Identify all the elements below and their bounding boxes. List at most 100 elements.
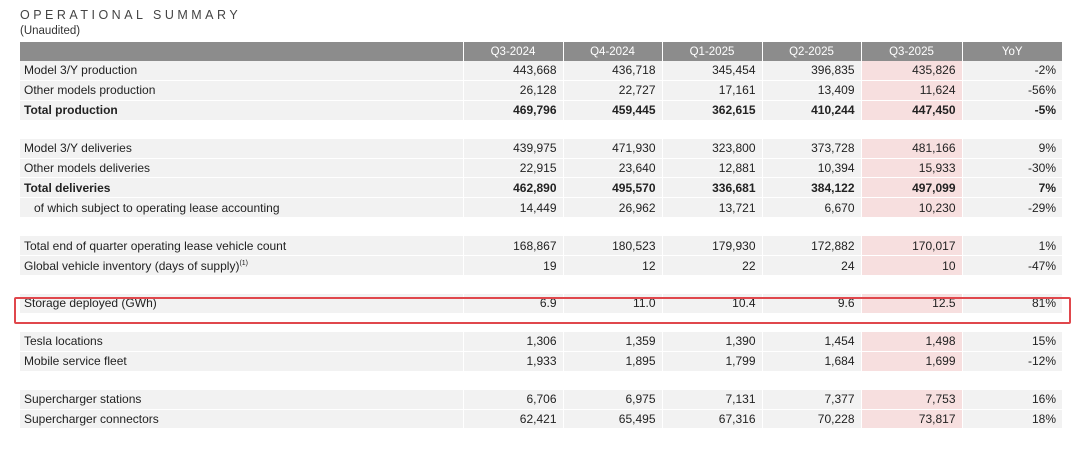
value-cell: 7,377 <box>761 389 861 410</box>
table-body: Model 3/Y production 443,668 436,718 345,45… <box>20 61 1062 430</box>
value-cell: 1,498 <box>860 331 962 352</box>
spacer-row <box>20 275 1062 295</box>
row-label: Supercharger stations <box>20 389 463 410</box>
value-cell: 1,359 <box>562 331 662 352</box>
value-cell: 396,835 <box>761 61 861 81</box>
table-row: Total production 469,796 459,445 362,615 410… <box>20 100 1062 121</box>
value-cell: 447,450 <box>860 100 962 121</box>
value-cell: 6,975 <box>562 389 662 410</box>
row-label: Mobile service fleet <box>20 351 463 372</box>
value-cell: 10 <box>860 255 962 277</box>
value-cell: 23,640 <box>562 158 662 179</box>
value-cell: 1,684 <box>761 351 861 372</box>
value-cell: 12,881 <box>661 158 762 179</box>
header-row: Q3-2024 Q4-2024 Q1-2025 Q2-2025 Q3-2025 … <box>20 42 1062 61</box>
table-row: Other models production 26,128 22,727 17,16… <box>20 80 1062 101</box>
value-cell: 1,390 <box>661 331 762 352</box>
value-cell: 1,895 <box>562 351 662 372</box>
value-cell: 10.4 <box>661 294 762 314</box>
value-cell: 19 <box>462 255 563 277</box>
value-cell: 180,523 <box>562 236 662 257</box>
table-row: Model 3/Y production 443,668 436,718 345,45… <box>20 61 1062 81</box>
row-label: Supercharger connectors <box>20 409 463 430</box>
value-cell: 73,817 <box>860 409 962 430</box>
value-cell: 22,727 <box>562 80 662 101</box>
value-cell: 22 <box>661 255 762 277</box>
value-cell: 24 <box>761 255 861 277</box>
row-label: Global vehicle inventory (days of supply… <box>20 255 463 277</box>
row-label-text: Storage deployed (GWh) <box>24 296 157 311</box>
value-cell: 7,131 <box>661 389 762 410</box>
value-cell: 471,930 <box>562 138 662 159</box>
spacer-row <box>20 120 1062 139</box>
value-cell: 362,615 <box>661 100 762 121</box>
value-cell: 26,962 <box>562 197 662 219</box>
header-q4-2024: Q4-2024 <box>562 42 662 61</box>
value-cell: -56% <box>961 80 1062 101</box>
row-label-text: Model 3/Y deliveries <box>24 141 132 156</box>
row-label-text: Model 3/Y production <box>24 63 138 78</box>
value-cell: -47% <box>961 255 1062 277</box>
table-row: Global vehicle inventory (days of supply… <box>20 255 1062 277</box>
value-cell: 436,718 <box>562 61 662 81</box>
value-cell: 1,799 <box>661 351 762 372</box>
spacer-cell <box>20 371 1062 390</box>
row-label-text: of which subject to operating lease acco… <box>34 200 280 215</box>
value-cell: 16% <box>961 389 1062 410</box>
value-cell: 11,624 <box>860 80 962 101</box>
value-cell: -12% <box>961 351 1062 372</box>
page-title: OPERATIONAL SUMMARY <box>20 8 242 22</box>
value-cell: 13,409 <box>761 80 861 101</box>
row-label-text: Total end of quarter operating lease veh… <box>24 238 287 253</box>
value-cell: -5% <box>961 100 1062 121</box>
value-cell: 373,728 <box>761 138 861 159</box>
value-cell: 70,228 <box>761 409 861 430</box>
operational-summary-table: Q3-2024 Q4-2024 Q1-2025 Q2-2025 Q3-2025 … <box>20 42 1062 430</box>
row-label-text: Other models deliveries <box>24 161 151 175</box>
table-row: Total deliveries 462,890 495,570 336,681 384… <box>20 177 1062 199</box>
value-cell: 6,706 <box>462 389 563 410</box>
value-cell: 9.6 <box>761 294 861 314</box>
row-label: Other models production <box>20 80 463 101</box>
table-row: Mobile service fleet 1,933 1,895 1,799 1,684… <box>20 351 1062 372</box>
value-cell: 26,128 <box>462 80 563 101</box>
value-cell: 81% <box>961 294 1062 314</box>
row-label: Storage deployed (GWh) <box>20 294 463 314</box>
value-cell: 459,445 <box>562 100 662 121</box>
row-label: Model 3/Y deliveries <box>20 138 463 159</box>
header-yoy: YoY <box>961 42 1062 61</box>
value-cell: -29% <box>961 197 1062 219</box>
row-label: Other models deliveries <box>20 158 463 179</box>
value-cell: 62,421 <box>462 409 563 430</box>
spacer-cell <box>20 313 1062 332</box>
value-cell: 1,306 <box>462 331 563 352</box>
spacer-cell <box>20 275 1062 295</box>
value-cell: 462,890 <box>462 177 563 199</box>
value-cell: 17,161 <box>661 80 762 101</box>
value-cell: 7% <box>961 177 1062 199</box>
row-label-text: Supercharger connectors <box>24 412 159 427</box>
value-cell: 6.9 <box>462 294 563 314</box>
row-label: Tesla locations <box>20 331 463 352</box>
row-label-text: Mobile service fleet <box>24 354 127 369</box>
table-row: Supercharger stations 6,706 6,975 7,131 7,37… <box>20 389 1062 410</box>
table-row: Tesla locations 1,306 1,359 1,390 1,454 1,498… <box>20 331 1062 352</box>
value-cell: 15,933 <box>860 158 962 179</box>
value-cell: 497,099 <box>860 177 962 199</box>
footnote-marker: (1) <box>239 259 248 267</box>
value-cell: 13,721 <box>661 197 762 219</box>
spacer-cell <box>20 120 1062 139</box>
value-cell: 481,166 <box>860 138 962 159</box>
value-cell: 168,867 <box>462 236 563 257</box>
table-row: Storage deployed (GWh) 6.9 11.0 10.4 9.6 12.5… <box>20 294 1062 314</box>
value-cell: 469,796 <box>462 100 563 121</box>
row-label: Model 3/Y production <box>20 61 463 81</box>
value-cell: 22,915 <box>462 158 563 179</box>
value-cell: 15% <box>961 331 1062 352</box>
row-label-text: Supercharger stations <box>24 392 142 407</box>
value-cell: -30% <box>961 158 1062 179</box>
table-row: Model 3/Y deliveries 439,975 471,930 323,80… <box>20 138 1062 159</box>
value-cell: 443,668 <box>462 61 563 81</box>
row-label: of which subject to operating lease acco… <box>20 197 463 219</box>
value-cell: 12 <box>562 255 662 277</box>
